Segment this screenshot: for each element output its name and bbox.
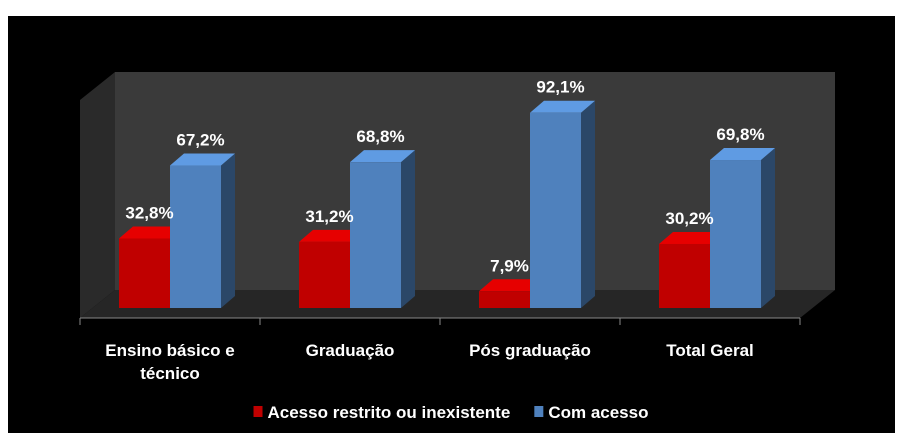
bar-top [119, 226, 184, 239]
x-tick-label: Pós graduação [469, 341, 591, 360]
bar-side [581, 100, 595, 308]
data-label: 67,2% [176, 131, 224, 150]
data-label: 92,1% [536, 78, 584, 97]
bar [350, 150, 415, 308]
bar [710, 148, 775, 308]
data-label: 32,8% [125, 203, 173, 222]
bar [530, 100, 595, 308]
bar-front [530, 112, 581, 308]
data-label: 7,9% [490, 256, 529, 275]
data-label: 30,2% [665, 209, 713, 228]
back-wall [115, 72, 835, 290]
bar-top [479, 279, 544, 292]
bar-top [299, 229, 364, 242]
bar-front [710, 160, 761, 308]
bar-side [761, 148, 775, 308]
bar-top [350, 150, 415, 163]
legend-label: Com acesso [548, 403, 648, 422]
bar-top [530, 100, 595, 113]
x-tick-label: Ensino básico e técnico [105, 341, 234, 383]
bar-front [119, 238, 170, 308]
legend-swatch [534, 406, 544, 417]
x-tick-label: Total Geral [666, 341, 754, 360]
bar-front [659, 243, 710, 308]
bar-front [479, 291, 530, 308]
labels: Ensino básico e técnico 32,8% 67,2% Graduaçã… [105, 78, 764, 383]
bar-top [170, 153, 235, 166]
bar-top [710, 148, 775, 161]
legend-swatch [253, 406, 263, 417]
bar-top [659, 231, 724, 244]
bar [170, 153, 235, 308]
x-tick-label: Graduação [306, 341, 395, 360]
bars [119, 100, 775, 308]
bar-side [401, 150, 415, 308]
bar-front [170, 165, 221, 308]
data-label: 68,8% [356, 127, 404, 146]
x-ticks [79, 318, 801, 325]
bar-front [299, 241, 350, 308]
data-label: 31,2% [305, 207, 353, 226]
floor [80, 290, 835, 318]
bar-front [350, 162, 401, 308]
side-wall [80, 72, 115, 318]
legend: Acesso restrito ou inexistente Com acesso [253, 403, 648, 422]
legend-label: Acesso restrito ou inexistente [268, 403, 511, 422]
bar-side [221, 153, 235, 308]
data-label: 69,8% [716, 125, 764, 144]
